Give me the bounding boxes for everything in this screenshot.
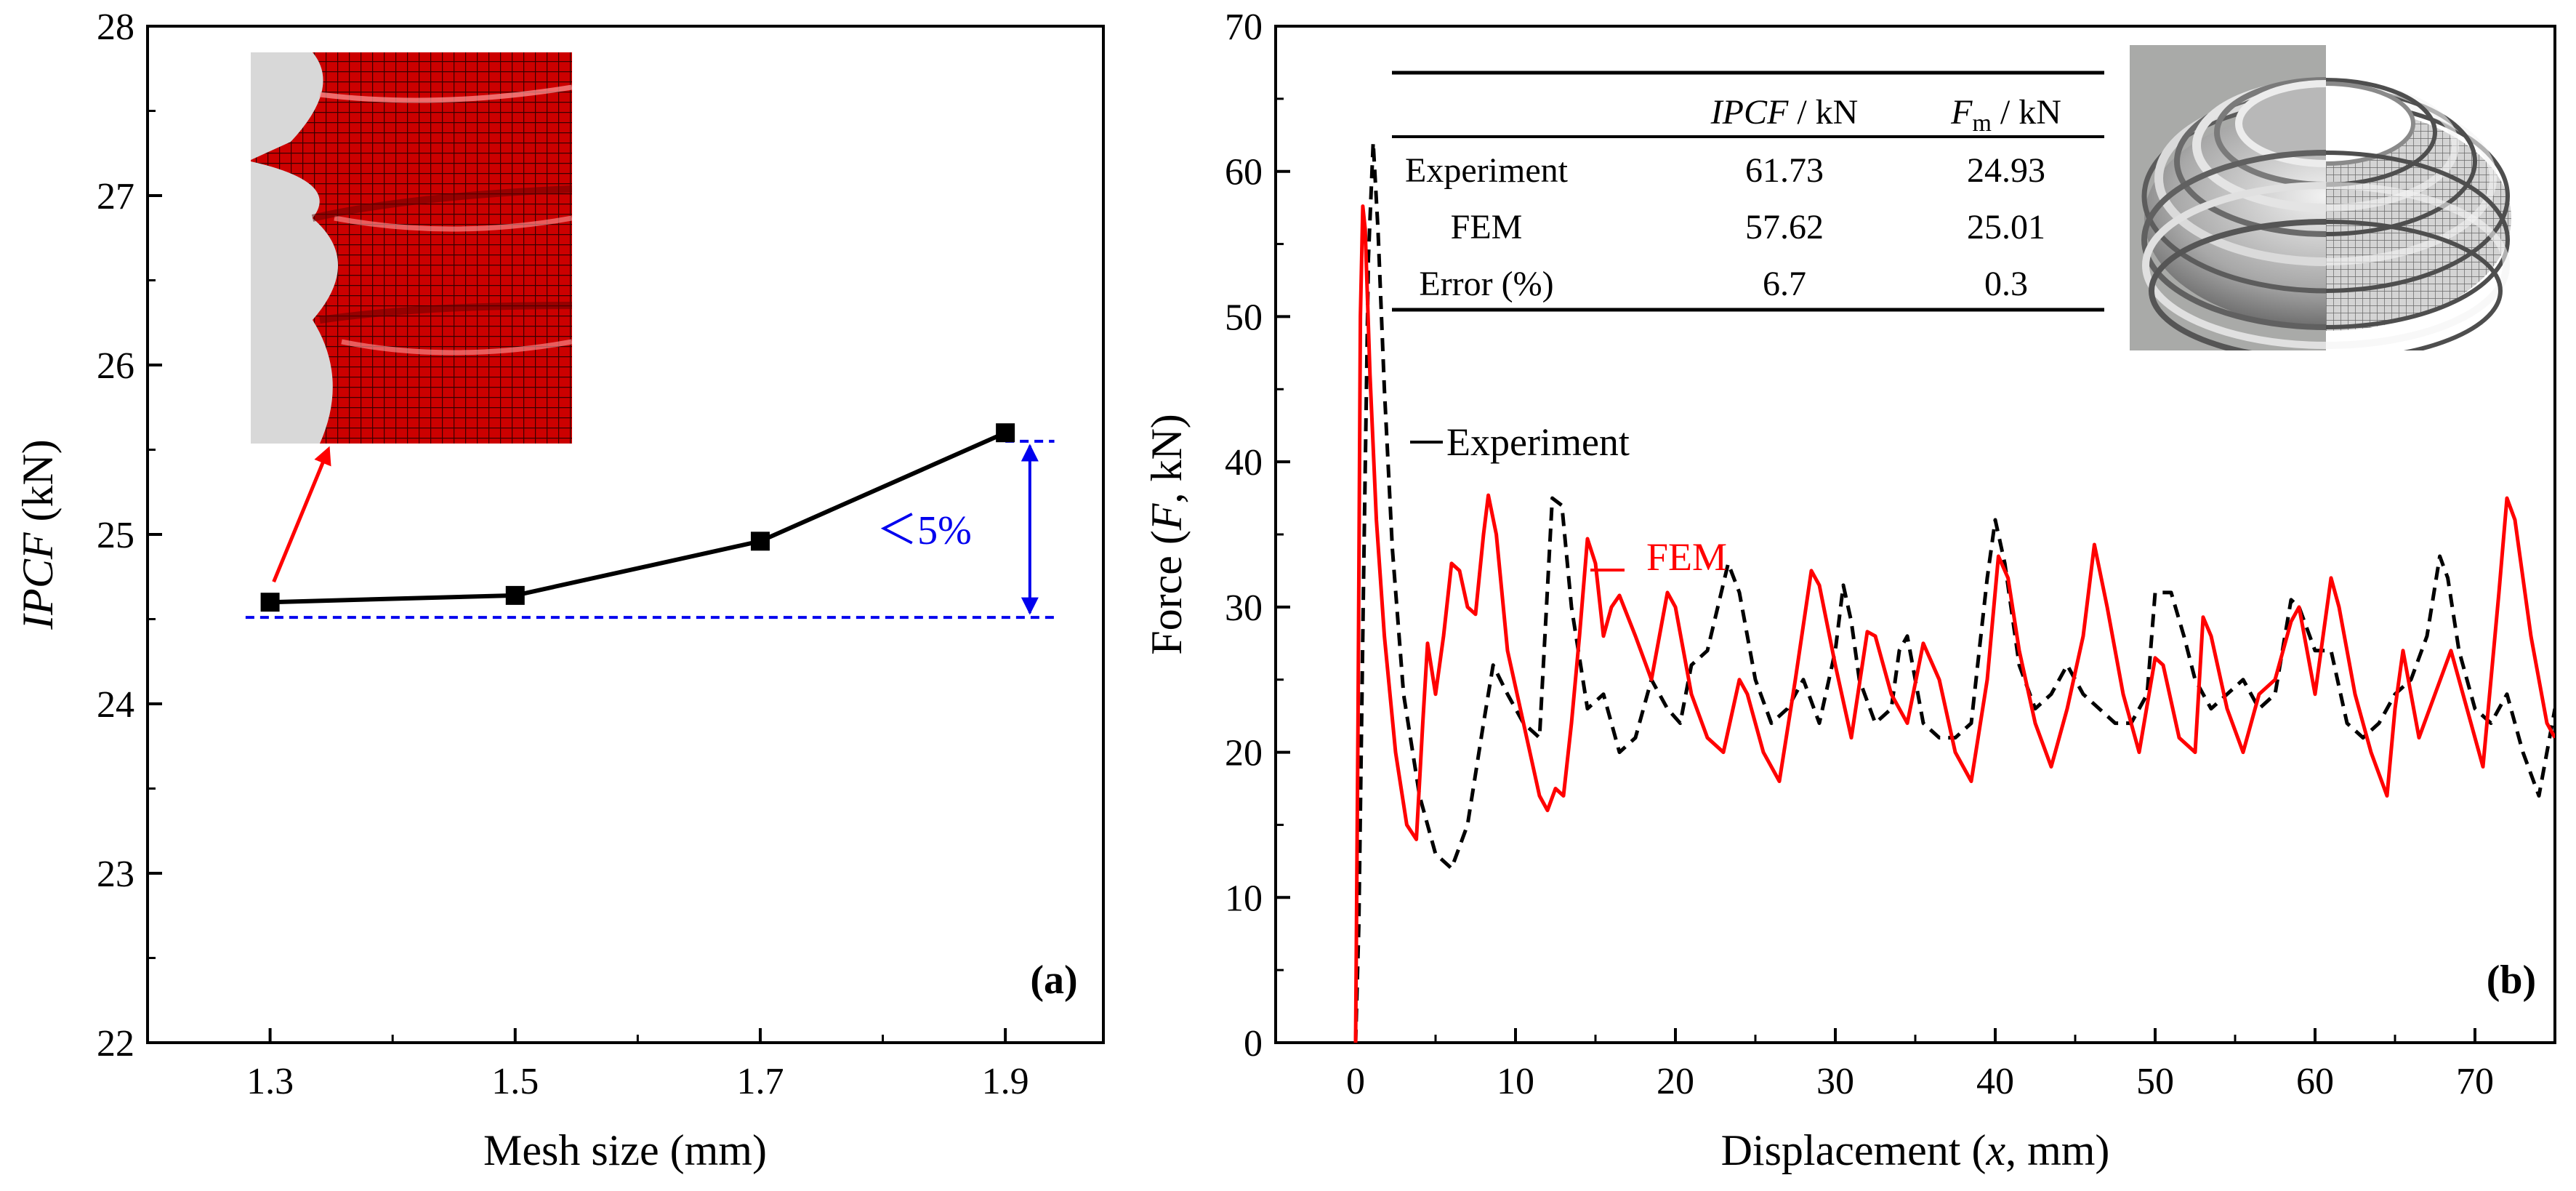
x-tick-label: 70 [2456, 1061, 2494, 1102]
y-tick-label: 20 [1225, 733, 1263, 774]
y-tick-label: 50 [1225, 297, 1263, 338]
y-tick-label: 25 [97, 515, 134, 556]
y-tick-label: 28 [97, 7, 134, 48]
table-cell: Error (%) [1419, 265, 1553, 303]
panel-b-label: (b) [2487, 958, 2536, 1003]
table-cell: 24.93 [1967, 151, 2045, 190]
x-tick-label: 0 [1346, 1061, 1365, 1102]
panel-a-label: (a) [1030, 958, 1077, 1003]
inset-pointer-arrow [272, 446, 331, 583]
panel-a-mesh-inset [251, 52, 572, 444]
table-header-fm: Fm / kN [1950, 93, 2061, 137]
table-cell: FEM [1451, 208, 1523, 246]
x-tick-label: 20 [1657, 1061, 1694, 1102]
y-tick-label: 60 [1225, 152, 1263, 193]
legend-fem-label: FEM [1646, 535, 1727, 579]
x-tick-label: 30 [1816, 1061, 1854, 1102]
x-tick-label: 1.9 [982, 1061, 1029, 1102]
table-cell: 0.3 [1984, 265, 2028, 303]
table-cell: 6.7 [1763, 265, 1806, 303]
inset-table-background [1392, 45, 2119, 320]
y-tick-label: 22 [97, 1023, 134, 1064]
panel-a-y-axis-title: IPCF (kN) [14, 439, 62, 630]
table-cell: 25.01 [1967, 208, 2045, 246]
x-tick-label: 60 [2296, 1061, 2334, 1102]
coil-photo-inset [2130, 45, 2522, 350]
y-tick-label: 0 [1244, 1023, 1263, 1064]
y-tick-label: 30 [1225, 588, 1263, 629]
y-tick-label: 70 [1225, 7, 1263, 48]
panel-a-x-axis-title: Mesh size (mm) [483, 1126, 767, 1174]
x-tick-label: 1.7 [736, 1061, 784, 1102]
y-tick-label: 27 [97, 176, 134, 217]
y-tick-label: 23 [97, 854, 134, 895]
inset-table: IPCF / kN Fm / kN Experiment 61.73 24.93 FE… [1392, 45, 2119, 320]
x-tick-label: 10 [1497, 1061, 1534, 1102]
y-tick-label: 24 [97, 684, 134, 726]
table-cell: 61.73 [1745, 151, 1824, 190]
y-tick-label: 40 [1225, 442, 1263, 484]
data-point [505, 585, 525, 605]
x-tick-label: 1.5 [491, 1061, 539, 1102]
y-tick-label: 26 [97, 345, 134, 387]
legend-experiment-label: Experiment [1446, 420, 1630, 464]
y-tick-label: 10 [1225, 878, 1263, 919]
data-point [996, 423, 1015, 443]
panel-a: 22 23 24 25 26 27 28 1.3 1.5 1.7 1.9 ＜5% (a) Mesh … [14, 7, 1105, 1174]
panel-b-y-axis-title: Force (F, kN) [1143, 414, 1191, 655]
panel-b-tick-labels: 0 10 20 30 40 50 60 70 0 10 20 30 40 50 60 70 [1225, 7, 2494, 1102]
panel-b: 0 10 20 30 40 50 60 70 0 10 20 30 40 50 60 70 Experimen… [1143, 7, 2556, 1174]
panel-a-plot-area [245, 423, 1055, 619]
panel-b-plot-area [1353, 140, 2555, 1043]
x-tick-label: 40 [1976, 1061, 2014, 1102]
x-tick-label: 50 [2136, 1061, 2174, 1102]
data-point [750, 532, 770, 551]
x-tick-label: 1.3 [246, 1061, 294, 1102]
data-point [260, 593, 280, 612]
difference-annotation: ＜5% [877, 508, 972, 553]
mesh-series-line [270, 430, 1007, 605]
table-header-ipcf: IPCF / kN [1710, 93, 1859, 132]
table-body: Experiment 61.73 24.93 FEM 57.62 25.01 Error (… [1405, 151, 2045, 303]
table-cell: Experiment [1405, 151, 1569, 190]
fem-curve [1353, 204, 2555, 1043]
panel-a-tick-labels: 22 23 24 25 26 27 28 1.3 1.5 1.7 1.9 [97, 7, 1029, 1102]
table-cell: 57.62 [1745, 208, 1824, 246]
panel-a-ticks [148, 25, 1007, 1044]
panel-b-x-axis-title: Displacement (x, mm) [1721, 1126, 2110, 1174]
